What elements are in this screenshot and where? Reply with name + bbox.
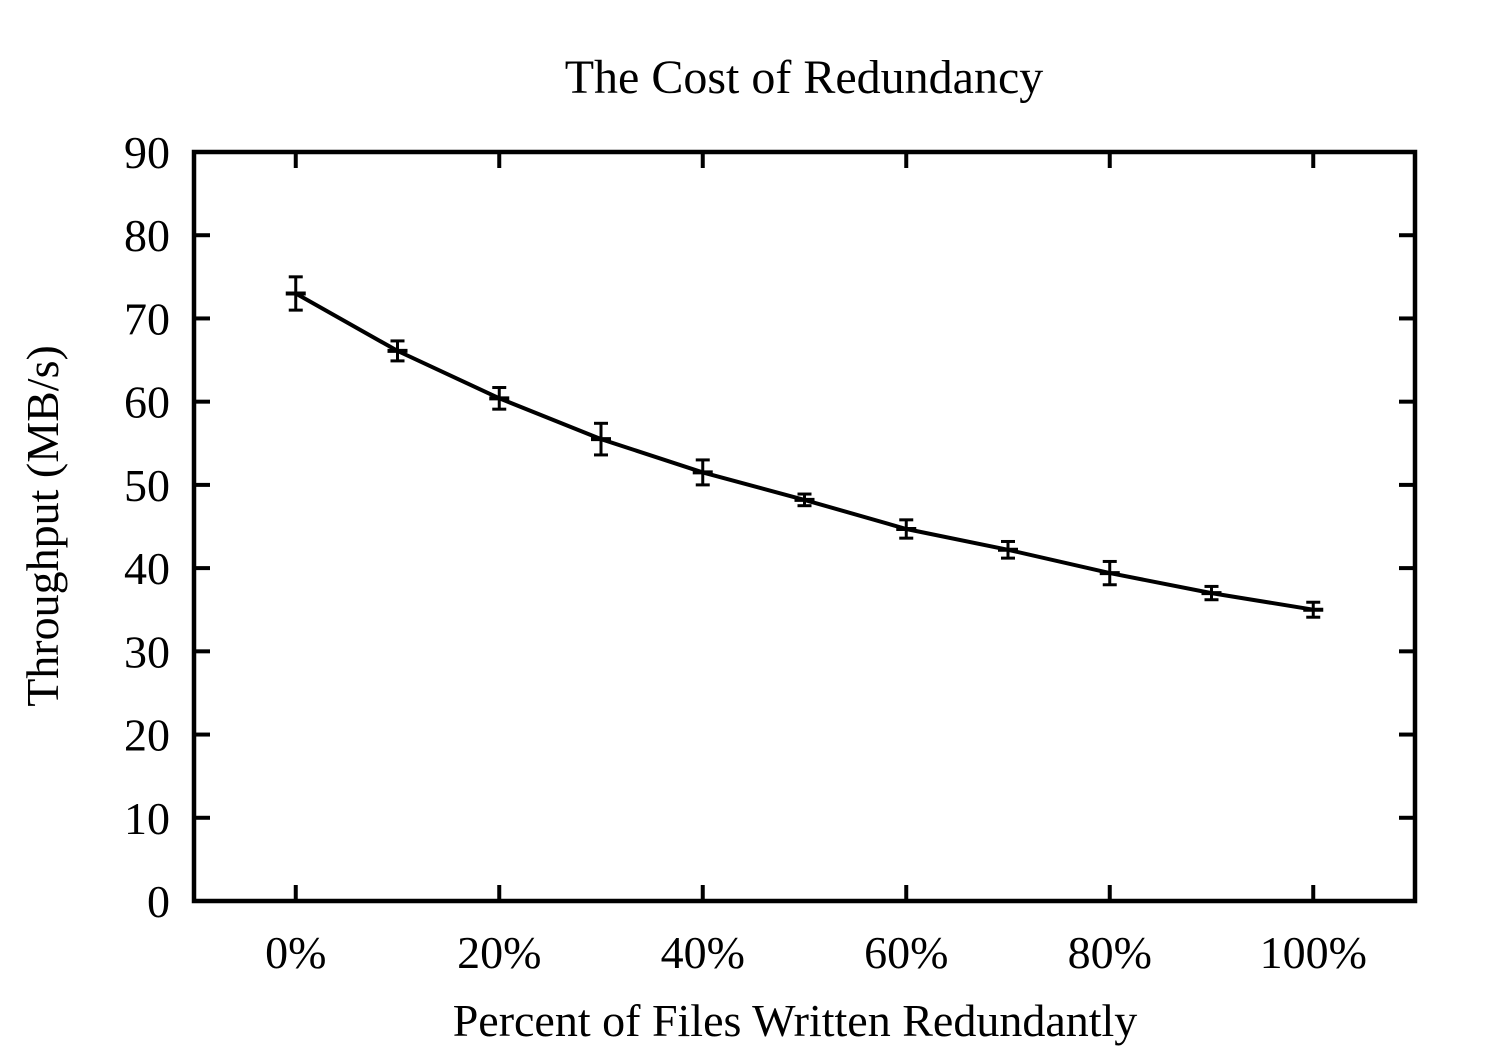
x-tick-label: 60% bbox=[864, 927, 948, 978]
plot-frame bbox=[191, 149, 1418, 904]
y-tick-label: 70 bbox=[124, 293, 170, 344]
axis-tick-labels: 0% 20% 40% 60% 80% 100% 0 10 20 30 40 50 60 70 80 90 bbox=[124, 127, 1367, 978]
x-axis-label: Percent of Files Written Redundantly bbox=[453, 995, 1138, 1046]
y-tick-label: 40 bbox=[124, 543, 170, 594]
axis-ticks bbox=[194, 150, 1415, 903]
y-tick-label: 30 bbox=[124, 626, 170, 677]
y-tick-label: 80 bbox=[124, 210, 170, 261]
plot-border bbox=[191, 149, 1418, 904]
x-tick-label: 40% bbox=[661, 927, 745, 978]
data-line bbox=[294, 291, 1314, 612]
y-tick-label: 20 bbox=[124, 710, 170, 761]
data-series bbox=[285, 275, 1324, 619]
x-tick-label: 100% bbox=[1260, 927, 1367, 978]
y-tick-label: 90 bbox=[124, 127, 170, 178]
y-tick-label: 0 bbox=[147, 876, 170, 927]
y-axis-label: Throughput (MB/s) bbox=[17, 345, 68, 707]
x-tick-label: 20% bbox=[457, 927, 541, 978]
x-tick-label: 0% bbox=[265, 927, 326, 978]
x-tick-label: 80% bbox=[1068, 927, 1152, 978]
y-tick-label: 10 bbox=[124, 793, 170, 844]
y-tick-label: 60 bbox=[124, 377, 170, 428]
y-tick-label: 50 bbox=[124, 460, 170, 511]
chart-title: The Cost of Redundancy bbox=[565, 51, 1044, 104]
